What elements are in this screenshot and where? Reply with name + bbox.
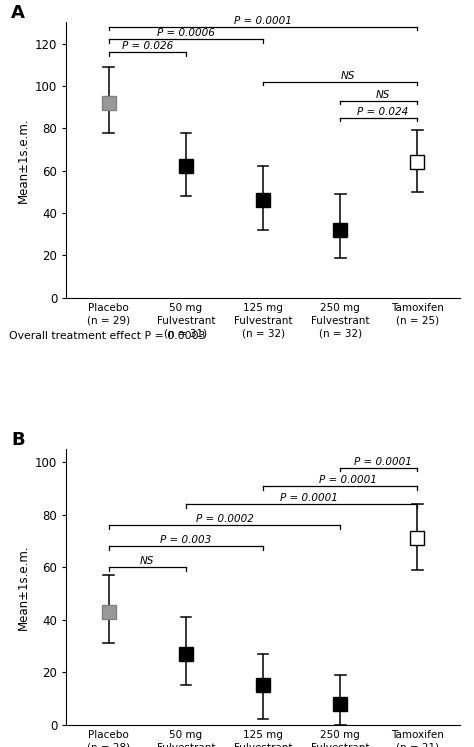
Text: P = 0.0006: P = 0.0006 xyxy=(157,28,215,38)
Y-axis label: Mean±1s.e.m.: Mean±1s.e.m. xyxy=(17,117,29,203)
Text: P = 0.0002: P = 0.0002 xyxy=(196,514,254,524)
Text: NS: NS xyxy=(140,557,155,566)
Text: P = 0.0001: P = 0.0001 xyxy=(234,16,292,25)
Text: B: B xyxy=(11,431,25,449)
Text: P = 0.003: P = 0.003 xyxy=(160,535,211,545)
Text: NS: NS xyxy=(375,90,390,99)
Text: P = 0.0001: P = 0.0001 xyxy=(354,456,411,467)
Text: Overall treatment effect P = 0.0003: Overall treatment effect P = 0.0003 xyxy=(9,332,206,341)
Text: P = 0.024: P = 0.024 xyxy=(357,107,408,117)
Text: P = 0.0001: P = 0.0001 xyxy=(281,493,338,503)
Text: P = 0.0001: P = 0.0001 xyxy=(319,475,377,485)
Text: NS: NS xyxy=(341,71,355,81)
Text: A: A xyxy=(11,4,25,22)
Y-axis label: Mean±1s.e.m.: Mean±1s.e.m. xyxy=(17,544,29,630)
Text: P = 0.026: P = 0.026 xyxy=(122,41,173,51)
